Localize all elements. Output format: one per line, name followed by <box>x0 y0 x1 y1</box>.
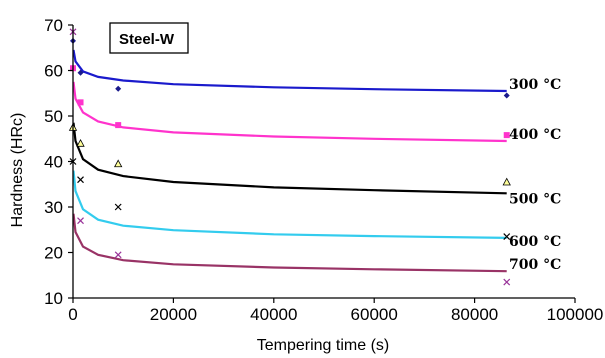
fit-curve <box>72 170 507 239</box>
y-tick-label: 60 <box>44 62 63 81</box>
data-point-marker <box>503 132 510 139</box>
series-label: 600 °C <box>509 234 561 250</box>
y-tick-label: 30 <box>44 198 63 217</box>
data-point-marker <box>114 203 122 211</box>
x-tick-label: 60000 <box>351 305 398 324</box>
y-tick-label: 10 <box>44 289 63 308</box>
x-tick-label: 20000 <box>150 305 197 324</box>
legend-frame <box>109 22 189 54</box>
y-tick-label: 50 <box>44 107 63 126</box>
data-point-marker <box>503 92 510 99</box>
series-labels: 300 °C 400 °C 500 °C 600 °C 700 °C <box>509 77 561 273</box>
x-tick-label: 0 <box>68 305 77 324</box>
series-label: 500 °C <box>509 191 561 207</box>
data-point-marker <box>77 69 84 76</box>
fit-curve <box>72 122 507 195</box>
y-tick-label: 20 <box>44 244 63 263</box>
x-tick-label: 80000 <box>451 305 498 324</box>
data-point-marker <box>114 251 122 259</box>
axes: 10 20 30 40 50 60 70 0 20000 40000 60000 80000 10000… <box>44 16 603 324</box>
series-500c <box>68 122 511 195</box>
data-point-marker <box>76 138 85 147</box>
legend-box: Steel-W <box>109 22 189 54</box>
data-point-marker <box>115 122 122 129</box>
x-tick-label: 100000 <box>547 305 604 324</box>
series-label: 700 °C <box>509 257 561 273</box>
series-400c <box>70 65 510 143</box>
data-point-marker <box>114 159 123 168</box>
series-600c <box>69 158 511 240</box>
fit-curve <box>72 213 507 273</box>
data-point-marker <box>115 85 122 92</box>
data-point-marker <box>77 217 84 225</box>
y-tick-label: 40 <box>44 153 63 172</box>
y-axis-title: Hardness (HRc) <box>9 113 26 228</box>
data-point-marker <box>77 99 84 106</box>
series-label: 300 °C <box>509 77 561 93</box>
y-tick-label: 70 <box>44 16 63 35</box>
series-label: 400 °C <box>509 127 561 143</box>
data-point-marker <box>503 278 511 286</box>
x-axis-title: Tempering time (s) <box>257 337 389 354</box>
chart-title: Steel-W <box>119 31 175 48</box>
plot-area <box>68 28 511 286</box>
data-point-marker <box>503 233 511 240</box>
fit-curve <box>72 49 507 93</box>
x-tick-label: 40000 <box>250 305 297 324</box>
data-point-marker <box>77 176 84 184</box>
data-point-marker <box>502 177 511 186</box>
series-700c <box>69 28 511 286</box>
